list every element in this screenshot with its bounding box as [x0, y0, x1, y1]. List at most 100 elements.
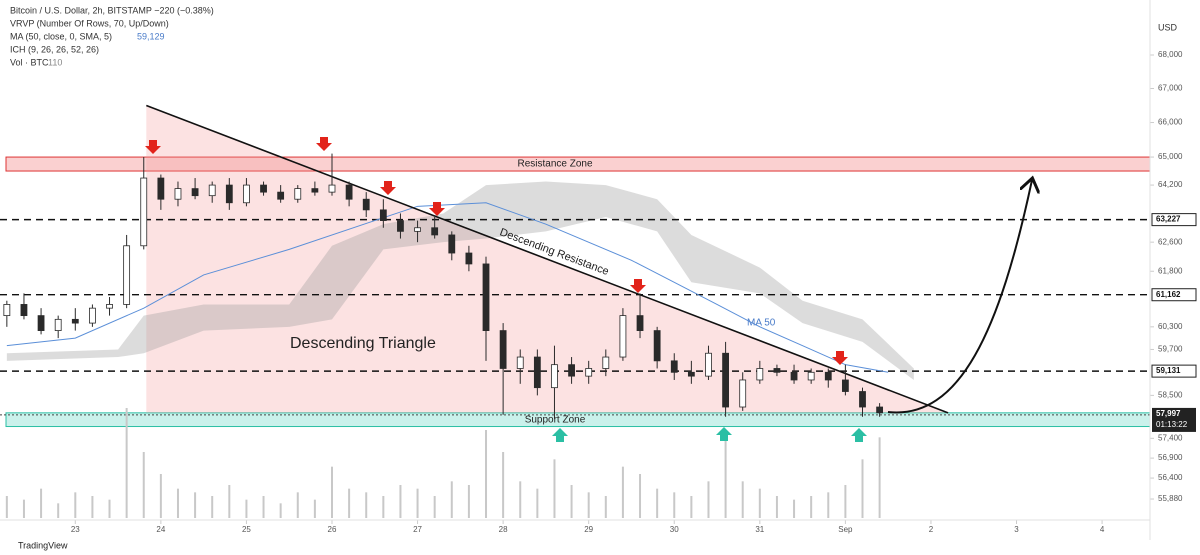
volume-bar — [279, 503, 282, 518]
x-tick-label: 23 — [71, 525, 80, 534]
volume-bar — [570, 485, 573, 518]
trendline — [146, 104, 949, 414]
y-tick-label: 66,000 — [1158, 118, 1183, 127]
candle-body — [516, 356, 524, 369]
x-tick-label: 4 — [1100, 525, 1105, 534]
volume-bar — [861, 459, 864, 518]
volume-bar — [673, 492, 676, 518]
candle-body — [397, 220, 404, 232]
last-price-label: 57,997 — [1156, 409, 1181, 418]
candle-body — [465, 252, 473, 265]
level-box — [1151, 288, 1197, 302]
volume-bar — [621, 466, 624, 518]
volume-bar — [399, 485, 402, 518]
volume-bar — [690, 496, 693, 518]
candle-body — [636, 315, 644, 331]
x-tick-label: 31 — [755, 525, 764, 534]
volume-bar — [450, 481, 453, 518]
zone-label: Resistance Zone — [517, 159, 592, 170]
volume-bar — [810, 496, 813, 518]
candle-body — [824, 371, 832, 381]
candle-body — [362, 198, 370, 211]
candle-body — [311, 188, 319, 193]
candle-body — [756, 368, 764, 381]
zone-label: Support Zone — [525, 414, 586, 425]
candle-body — [619, 315, 627, 358]
candle-body — [123, 245, 131, 305]
y-tick-label: 60,300 — [1158, 322, 1183, 331]
candle-body — [482, 263, 490, 331]
volume-bar — [365, 492, 368, 518]
volume-bar — [433, 496, 436, 518]
candle-body — [106, 304, 113, 309]
volume-bar — [57, 503, 60, 518]
volume-bar — [262, 496, 265, 518]
volume-bar — [519, 481, 522, 518]
x-tick-label: Sep — [838, 525, 853, 534]
candle-body — [585, 368, 593, 377]
ma-value: 59,129 — [137, 31, 165, 41]
level-label: 59,131 — [1156, 366, 1181, 375]
candle-body — [140, 177, 148, 247]
volume-bar — [758, 488, 761, 518]
volume-bar — [228, 485, 231, 518]
candle-body — [653, 330, 661, 362]
volume-bar — [74, 492, 77, 518]
volume-bar — [844, 485, 847, 518]
y-tick-label: 68,000 — [1158, 50, 1183, 59]
volume-bar — [827, 492, 830, 518]
volume-bar — [639, 474, 642, 518]
volume-bar — [159, 474, 162, 518]
x-tick-label: 29 — [584, 525, 593, 534]
candle-body — [739, 379, 747, 408]
volume-bar — [40, 488, 43, 518]
header-line: MA (50, close, 0, SMA, 5) — [10, 31, 112, 41]
pattern-label: Descending Triangle — [290, 335, 436, 352]
candle-body — [3, 304, 11, 317]
candle-body — [773, 368, 781, 373]
volume-bar — [330, 466, 333, 518]
countdown: 01:13:22 — [1156, 420, 1188, 429]
y-tick-label: 67,000 — [1158, 84, 1183, 93]
volume-bar — [22, 499, 25, 518]
header-line: Vol · BTC — [10, 57, 49, 67]
volume-bar — [108, 499, 111, 518]
candle-body — [294, 188, 302, 200]
x-tick-label: 30 — [670, 525, 679, 534]
x-tick-label: 2 — [929, 525, 934, 534]
y-tick-label: 61,800 — [1158, 266, 1183, 275]
candle-body — [499, 330, 507, 369]
volume-bar — [245, 499, 248, 518]
candle-body — [208, 184, 216, 197]
volume-bar — [793, 499, 796, 518]
candle-body — [687, 371, 695, 377]
x-tick-label: 3 — [1014, 525, 1019, 534]
y-tick-label: 58,500 — [1158, 390, 1183, 399]
volume-bar — [296, 492, 299, 518]
candle-body — [243, 184, 250, 204]
candle-body — [431, 227, 439, 236]
candle-body — [277, 191, 285, 200]
candle-body — [157, 177, 165, 200]
candle-body — [568, 364, 575, 377]
ichimoku-cloud — [6, 181, 914, 380]
level-label: 61,162 — [1156, 290, 1181, 299]
level-box — [1151, 213, 1197, 227]
candle-body — [602, 356, 610, 369]
candle-body — [54, 318, 62, 331]
y-tick-label: 56,400 — [1158, 473, 1183, 482]
projection-arrow — [887, 180, 1032, 414]
candle-body — [71, 318, 79, 324]
volume-bar — [382, 496, 385, 518]
volume-bar — [5, 496, 8, 518]
volume-bar — [587, 492, 590, 518]
volume-bar — [194, 492, 197, 518]
level-box — [1151, 364, 1197, 378]
x-tick-label: 24 — [156, 525, 165, 534]
volume-bar — [125, 408, 128, 518]
volume-bar — [416, 488, 419, 518]
x-tick-label: 26 — [328, 525, 337, 534]
volume-bar — [467, 485, 470, 518]
candle-body — [345, 184, 353, 200]
